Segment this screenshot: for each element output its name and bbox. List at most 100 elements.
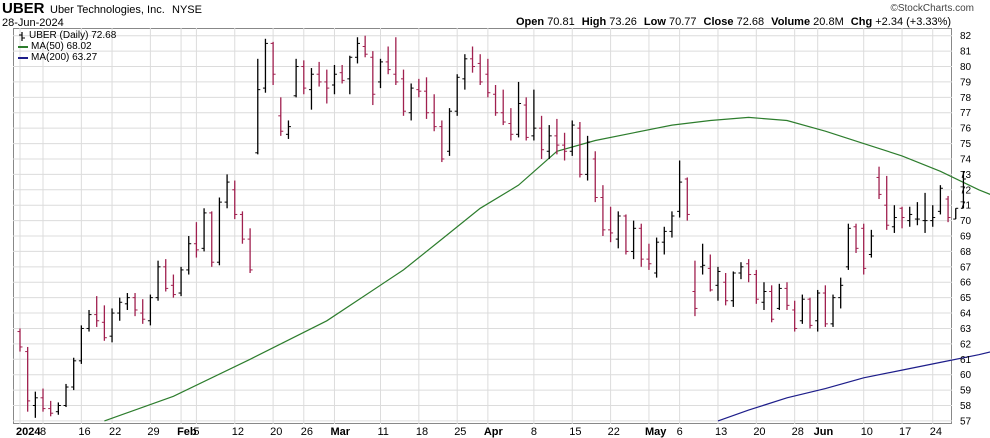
ohlc-bar: [654, 237, 660, 278]
y-tick-label: 65: [960, 293, 972, 304]
x-tick-label: 20: [753, 426, 765, 438]
high-label: High: [581, 16, 607, 28]
x-tick-label: 6: [677, 426, 683, 438]
y-tick-label: 78: [960, 93, 972, 104]
legend-ma200: MA(200) 63.27: [18, 52, 97, 63]
close-value: 72.68: [736, 16, 765, 28]
ohlc-bar: [554, 118, 560, 155]
ohlc-bar: [109, 308, 115, 343]
ohlc-bar: [638, 223, 644, 267]
ohlc-bar: [730, 271, 736, 307]
ohlc-bar: [807, 297, 813, 329]
ohlc-bar: [201, 208, 207, 252]
ohlc-bar: [370, 51, 376, 106]
ohlc-bar: [101, 305, 107, 341]
x-tick-label: 28: [792, 426, 804, 438]
y-tick-label: 73: [960, 170, 972, 181]
ohlc-bar: [278, 97, 284, 136]
ohlc-bar: [140, 299, 146, 324]
ticker-symbol: UBER: [2, 0, 45, 17]
legend-ma200-label: MA(200) 63.27: [31, 52, 98, 63]
ohlc-bar: [738, 262, 744, 280]
legend-price: UBER (Daily) 72.68: [18, 30, 116, 41]
x-tick-label: 12: [232, 426, 244, 438]
x-tick-label: 17: [899, 426, 911, 438]
ohlc-bar: [485, 58, 491, 98]
ohlc-bar: [531, 89, 537, 141]
ohlc-bar: [493, 85, 499, 116]
ohlc-bar: [362, 35, 368, 58]
y-tick-label: 60: [960, 370, 972, 381]
ohlc-bar: [331, 64, 337, 95]
ohlc-bar: [255, 58, 261, 155]
low-label: Low: [643, 16, 666, 28]
ohlc-bar: [71, 357, 77, 391]
legend-ma50-label: MA(50) 68.02: [31, 41, 92, 52]
ohlc-bar: [477, 54, 483, 86]
high-value: 73.26: [609, 16, 637, 28]
x-tick-label: 15: [569, 426, 581, 438]
ohlc-bar: [239, 211, 245, 244]
y-tick-label: 69: [960, 232, 972, 243]
ohlc-bar: [178, 266, 184, 297]
gridlines: [13, 28, 952, 424]
x-tick-label: 24: [930, 426, 942, 438]
ohlc-bar: [646, 243, 652, 270]
ohlc-bar: [707, 254, 713, 292]
x-tick-label: 16: [78, 426, 90, 438]
ohlc-bar: [669, 211, 675, 238]
ohlc-bar: [124, 293, 130, 310]
ohlc-bar: [431, 94, 437, 132]
y-tick-label: 68: [960, 247, 972, 258]
ohlc-bar: [692, 260, 698, 317]
ohlc-bar: [209, 211, 215, 267]
ohlc-bar: [577, 121, 583, 178]
ohlc-bar: [592, 151, 598, 203]
chart-date: 28-Jun-2024: [2, 17, 64, 29]
ohlc-bar: [945, 195, 951, 223]
x-tick-label: 10: [861, 426, 873, 438]
plot-area: [13, 28, 952, 424]
company-name: Uber Technologies, Inc.: [50, 4, 165, 16]
ohlc-bar: [247, 228, 253, 273]
low-value: 70.77: [668, 16, 697, 28]
ohlc-bar: [907, 206, 913, 227]
y-tick-label: 82: [960, 31, 972, 42]
ma200-swatch-icon: [18, 56, 28, 59]
ohlc-bar: [262, 38, 268, 93]
ohlc-bar: [48, 400, 54, 417]
ohlc-bar: [769, 285, 775, 323]
ohlc-bar: [960, 171, 966, 209]
ohlc-bar: [155, 260, 161, 301]
x-tick-label: Jun: [814, 426, 834, 438]
ohlc-bar: [447, 108, 453, 156]
ma50-line: [104, 116, 990, 422]
ohlc-bar: [585, 135, 591, 181]
ohlc-bar: [914, 202, 920, 226]
ohlc-bar: [94, 296, 100, 327]
ohlc-bar: [608, 206, 614, 243]
ohlc-bar: [416, 78, 422, 98]
y-tick-label: 79: [960, 77, 972, 88]
ohlc-bar: [339, 64, 345, 84]
y-tick-label: 70: [960, 216, 972, 227]
ohlc-bar: [63, 383, 69, 408]
ohlc-bar: [884, 175, 890, 230]
ohlc-bar: [677, 160, 683, 218]
ohlc-bar: [301, 60, 307, 95]
open-label: Open: [516, 16, 545, 28]
x-tick-label: 26: [301, 426, 313, 438]
x-tick-label: 5: [193, 426, 199, 438]
ohlc-bar: [539, 115, 545, 159]
y-tick-label: 59: [960, 386, 972, 397]
y-tick-label: 75: [960, 139, 972, 150]
y-tick-label: 81: [960, 47, 972, 58]
x-tick-label: 20: [270, 426, 282, 438]
ohlc-bar: [822, 285, 828, 327]
ohlc-bar: [25, 346, 31, 412]
ohlc-bar: [799, 294, 805, 324]
x-tick-label: 22: [109, 426, 121, 438]
y-tick-label: 80: [960, 62, 972, 73]
ohlc-bar: [377, 58, 383, 89]
